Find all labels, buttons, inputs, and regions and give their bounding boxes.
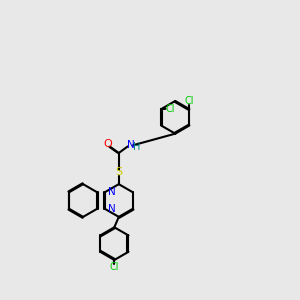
Text: Cl: Cl [110,262,119,272]
Text: O: O [103,139,112,149]
Text: H: H [133,142,140,152]
Text: Cl: Cl [165,104,175,114]
Text: Cl: Cl [185,96,194,106]
Text: N: N [109,204,116,214]
Text: N: N [128,140,135,150]
Text: N: N [109,188,116,197]
Text: S: S [115,167,122,177]
